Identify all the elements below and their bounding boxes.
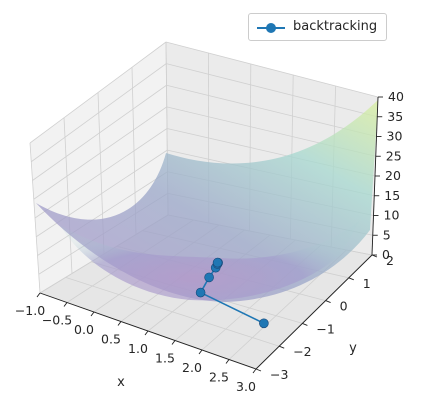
grid-line <box>29 41 167 144</box>
x-tick-label: 2.0 <box>182 360 202 375</box>
z-tick-label: 20 <box>385 168 401 183</box>
x-tick-label: 0.5 <box>101 332 121 347</box>
grid-line <box>65 277 280 347</box>
surface-bowl <box>60 220 360 301</box>
y-tick-label: −3 <box>270 367 288 382</box>
y-axis-line <box>255 254 373 370</box>
y-tick-label: −1 <box>316 321 334 336</box>
grid-line <box>31 63 167 163</box>
y-tick-label: −2 <box>293 344 311 359</box>
y-tick-label: 2 <box>386 253 394 268</box>
x-tick <box>90 311 95 317</box>
z-tick-label: 35 <box>387 109 403 124</box>
grid-line <box>34 128 168 219</box>
series-point <box>212 257 223 268</box>
grid-line <box>37 171 168 256</box>
grid-line <box>165 41 379 98</box>
z-tick-label: 0 <box>382 247 390 262</box>
x-tick <box>252 368 257 374</box>
x-tick-label: 3.0 <box>236 379 256 394</box>
y-tick-label: 1 <box>363 276 371 291</box>
z-tick-labels: 0 5 10 15 20 25 30 35 40 <box>372 89 404 262</box>
legend-label: backtracking <box>293 19 378 34</box>
z-tick-label: 10 <box>384 208 400 223</box>
surface <box>36 100 378 302</box>
y-tick <box>279 345 285 349</box>
y-tick-label: 0 <box>340 299 348 314</box>
x-tick <box>225 359 230 364</box>
z-tick-label: 5 <box>383 227 391 242</box>
x-tick-label: 1.5 <box>155 351 175 366</box>
x-axis-label: x <box>117 375 125 390</box>
grid-line <box>166 63 378 118</box>
y-tick <box>325 300 331 304</box>
y-tick-labels: −3 −2 −1 012 <box>255 253 394 382</box>
grid-line <box>166 84 377 137</box>
z-tick-label: 25 <box>386 148 402 163</box>
y-tick <box>348 277 354 281</box>
grid-line <box>33 106 167 200</box>
y-axis-label: y <box>349 341 357 356</box>
x-tick <box>36 292 41 298</box>
x-tick-label: 0.0 <box>74 322 94 337</box>
x-tick-label: −1.0 <box>15 303 45 318</box>
series-point <box>259 318 269 329</box>
x-tick <box>144 330 149 336</box>
z-tick-label: 30 <box>387 129 403 144</box>
legend-marker-icon <box>266 23 276 33</box>
series-point <box>195 287 206 298</box>
series-backtracking <box>195 257 269 329</box>
x-tick-labels: −1.0−0.50.0 0.5 1.0 1.5 2.0 2.5 3.0 <box>15 292 257 394</box>
legend: backtracking <box>248 13 387 41</box>
x-tick <box>198 349 203 355</box>
grid-line <box>32 84 167 181</box>
z-tick-label: 40 <box>388 89 404 104</box>
x-tick <box>117 321 122 326</box>
x-tick <box>63 302 68 307</box>
x-tick <box>171 340 176 345</box>
x-tick-label: 2.5 <box>209 370 229 385</box>
y-tick <box>302 322 308 326</box>
x-tick-label: 1.0 <box>128 341 148 356</box>
z-tick-label: 15 <box>384 188 400 203</box>
series-point <box>204 272 214 283</box>
y-tick <box>255 368 262 372</box>
x-tick-label: −0.5 <box>42 313 72 328</box>
